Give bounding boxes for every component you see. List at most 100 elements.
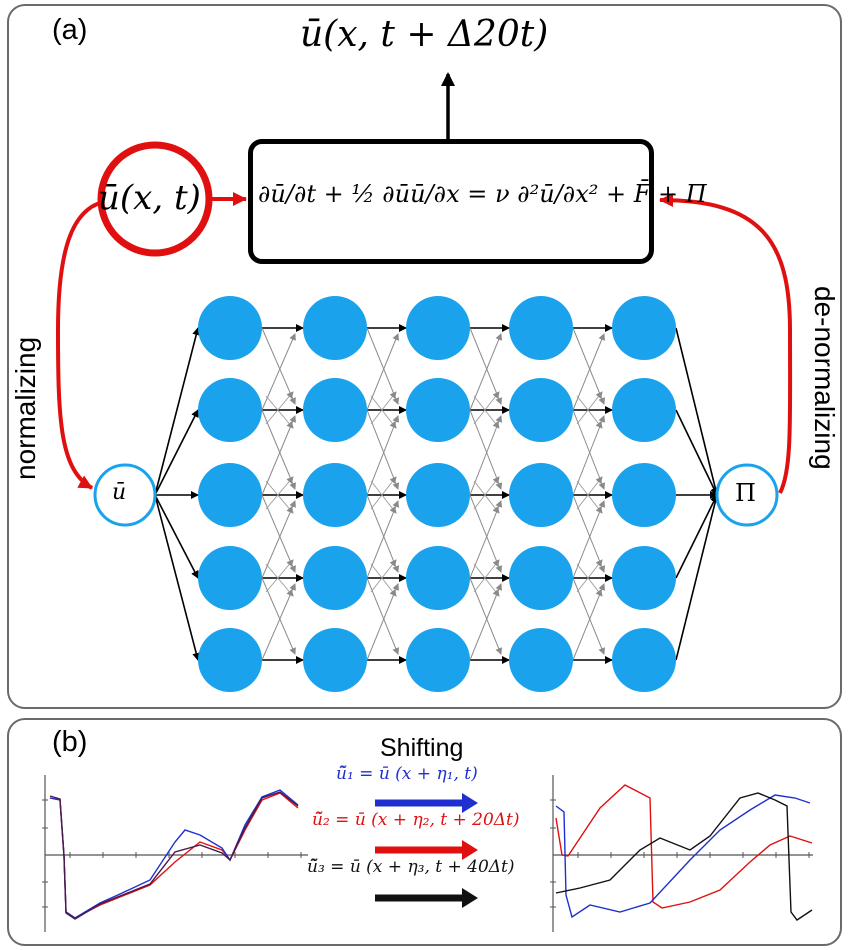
cross-edge xyxy=(469,333,502,411)
denormalizing-label: de-normalizing xyxy=(809,286,840,470)
cross-edge xyxy=(366,577,399,655)
cross-edge xyxy=(265,391,294,425)
cross-edge xyxy=(370,391,397,425)
hidden-node xyxy=(303,628,367,692)
hidden-node xyxy=(303,378,367,442)
hidden-node xyxy=(612,628,676,692)
cross-edge xyxy=(370,476,397,510)
hidden-node xyxy=(303,463,367,527)
cross-edge xyxy=(572,583,605,661)
denormalizing-arrow xyxy=(659,193,793,494)
normalizing-label: normalizing xyxy=(10,336,41,480)
cross-edge xyxy=(469,415,503,496)
cross-edge xyxy=(265,480,294,514)
cross-edge xyxy=(572,409,606,490)
cross-edge xyxy=(366,327,399,405)
cross-edge xyxy=(265,395,294,429)
cross-edge xyxy=(366,500,400,579)
hidden-node xyxy=(509,628,573,692)
output-edge xyxy=(675,409,718,496)
panel-b-frame xyxy=(7,718,842,946)
cross-edge xyxy=(473,480,500,514)
output-node xyxy=(715,463,779,527)
cross-edge xyxy=(370,395,397,429)
cross-edge xyxy=(370,559,397,593)
hidden-node xyxy=(198,296,262,360)
cross-edge xyxy=(473,563,500,597)
input-edge xyxy=(154,327,201,496)
network-nodes xyxy=(198,296,676,692)
cross-edge xyxy=(265,563,294,597)
cross-edge xyxy=(261,583,296,661)
hidden-node xyxy=(509,463,573,527)
shift-arrow-1-head xyxy=(462,793,478,813)
right-curve-blue xyxy=(555,794,811,919)
cross-edge xyxy=(572,333,605,411)
hidden-node xyxy=(198,378,262,442)
cross-edge xyxy=(469,327,502,405)
output-label: ū(x, t + Δ20t) xyxy=(300,14,549,55)
hidden-node xyxy=(612,546,676,610)
output-node-label: Π xyxy=(735,479,756,507)
cross-edge xyxy=(261,409,296,490)
hidden-node xyxy=(509,378,573,442)
cross-edge xyxy=(366,494,400,573)
cross-edge xyxy=(576,563,603,597)
left-plot xyxy=(42,775,308,932)
panel-a-label: (a) xyxy=(52,14,88,46)
hidden-node xyxy=(406,463,470,527)
cross-edge xyxy=(576,391,603,425)
cross-edge xyxy=(576,395,603,429)
cross-edge xyxy=(469,409,503,490)
cross-edge xyxy=(572,500,606,579)
hidden-node xyxy=(509,296,573,360)
shift-equation-1: ũ̃₁ = ū (x + η₁, t) xyxy=(336,764,478,784)
hidden-node xyxy=(303,296,367,360)
hidden-node xyxy=(406,628,470,692)
panel-b-label: (b) xyxy=(52,726,88,758)
cross-edge xyxy=(469,577,502,655)
hidden-node xyxy=(406,296,470,360)
output-edge xyxy=(675,327,720,496)
equation: ∂ū/∂t + ½ ∂ūū/∂x = ν ∂²ū/∂x² + F̄ + Π xyxy=(258,180,707,208)
cross-edge xyxy=(572,577,605,655)
input-label: ū(x, t) xyxy=(98,178,201,218)
input-node-label: ū xyxy=(112,480,127,505)
input-edge xyxy=(154,494,201,661)
cross-edge xyxy=(473,476,500,510)
shifting-title: Shifting xyxy=(380,734,464,762)
cross-edge xyxy=(576,559,603,593)
cross-edge xyxy=(366,333,399,411)
cross-edge xyxy=(261,500,296,579)
shift-equation-2: ũ̃₂ = ū (x + η₂, t + 20Δt) xyxy=(312,810,520,830)
cross-edge xyxy=(572,494,606,573)
hidden-node xyxy=(612,296,676,360)
cross-edge xyxy=(265,559,294,593)
cross-edge xyxy=(576,476,603,510)
cross-edge xyxy=(261,327,296,405)
input-edge xyxy=(154,409,199,496)
cross-edge xyxy=(469,583,502,661)
hidden-node xyxy=(303,546,367,610)
cross-edge xyxy=(473,391,500,425)
hidden-node xyxy=(509,546,573,610)
input-node xyxy=(93,463,157,527)
cross-edge xyxy=(366,409,400,490)
cross-edge xyxy=(366,415,400,496)
shift-arrow-2-head xyxy=(462,840,478,860)
cross-edge xyxy=(572,327,605,405)
right-curve-red xyxy=(555,784,813,909)
output-edge xyxy=(675,494,718,579)
output-edge xyxy=(675,494,720,661)
cross-edge xyxy=(265,476,294,510)
cross-edge xyxy=(572,415,606,496)
cross-edge xyxy=(473,559,500,593)
normalizing-arrow xyxy=(55,200,104,490)
hidden-node xyxy=(198,546,262,610)
right-plot xyxy=(550,775,813,932)
right-curve-black xyxy=(555,792,813,921)
network-connections xyxy=(154,324,720,664)
cross-edge xyxy=(261,415,296,496)
cross-edge xyxy=(261,577,296,655)
cross-edge xyxy=(370,480,397,514)
